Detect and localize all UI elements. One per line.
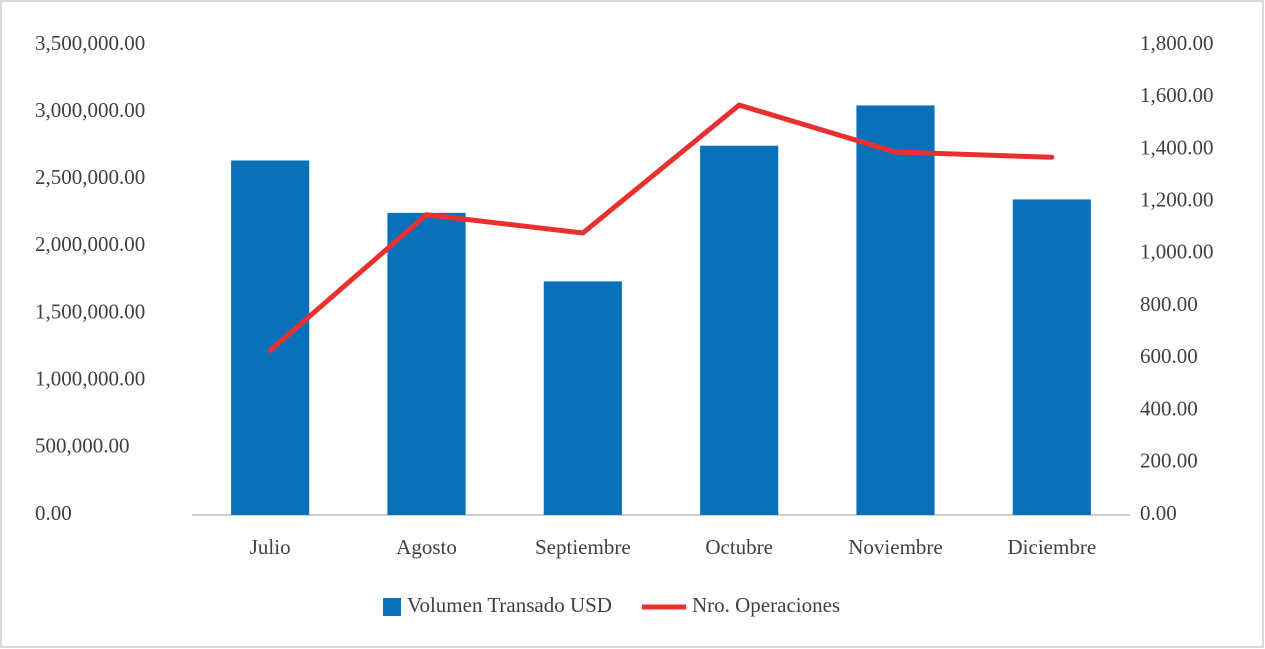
y-tick-label: 1,000,000.00 [35, 367, 145, 391]
bar [543, 281, 622, 515]
y2-tick-label: 200.00 [1140, 449, 1198, 473]
y2-tick-label: 1,000.00 [1140, 240, 1214, 264]
y-tick-label: 3,000,000.00 [35, 98, 145, 122]
bar [1012, 199, 1091, 515]
bar [387, 212, 466, 515]
y2-tick-label: 1,200.00 [1140, 187, 1214, 211]
y-tick-label: 2,500,000.00 [35, 165, 145, 189]
y2-tick-label: 1,600.00 [1140, 83, 1214, 107]
y2-tick-label: 400.00 [1140, 396, 1198, 420]
x-tick-label: Noviembre [848, 535, 942, 559]
legend-swatch [383, 598, 401, 616]
y-tick-label: 500,000.00 [35, 434, 130, 458]
y2-tick-label: 800.00 [1140, 292, 1198, 316]
y-tick-label: 1,500,000.00 [35, 299, 145, 323]
y2-tick-label: 1,400.00 [1140, 135, 1214, 159]
y-tick-label: 0.00 [35, 501, 72, 525]
y2-tick-label: 600.00 [1140, 344, 1198, 368]
bar [700, 145, 779, 515]
x-tick-label: Agosto [396, 535, 457, 559]
y-tick-label: 2,000,000.00 [35, 232, 145, 256]
legend-label: Nro. Operaciones [692, 593, 840, 617]
x-tick-label: Julio [250, 535, 291, 559]
y2-tick-label: 1,800.00 [1140, 31, 1214, 55]
y-tick-label: 3,500,000.00 [35, 31, 145, 55]
x-tick-label: Octubre [705, 535, 773, 559]
bar [856, 105, 935, 515]
line [267, 102, 1055, 353]
x-tick-label: Diciembre [1008, 535, 1097, 559]
y2-tick-label: 0.00 [1140, 501, 1177, 525]
legend-label: Volumen Transado USD [407, 593, 612, 617]
x-tick-label: Septiembre [535, 535, 631, 559]
bar [231, 160, 310, 515]
